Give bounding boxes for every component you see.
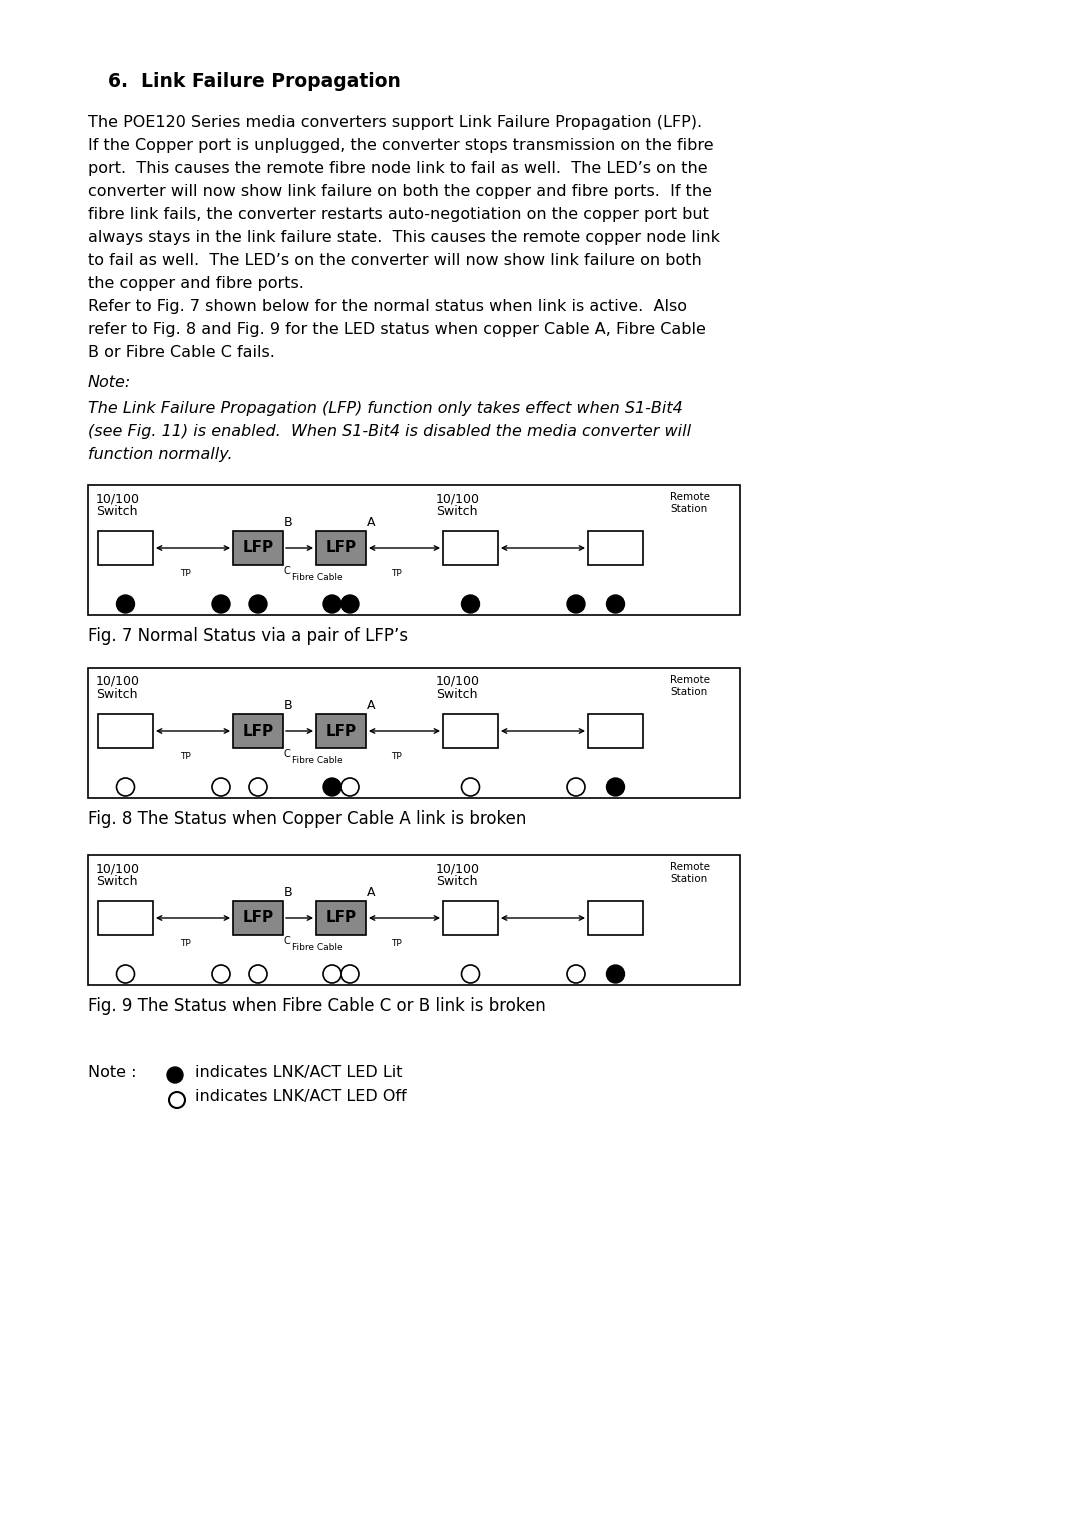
Text: to fail as well.  The LED’s on the converter will now show link failure on both: to fail as well. The LED’s on the conver…: [87, 254, 702, 267]
Bar: [316, 902, 366, 935]
Text: (see Fig. 11) is enabled.  When S1-Bit4 is disabled the media converter will: (see Fig. 11) is enabled. When S1-Bit4 i…: [87, 423, 691, 439]
Bar: [98, 902, 153, 935]
Text: Station: Station: [670, 874, 707, 885]
Circle shape: [461, 594, 480, 613]
Text: TP: TP: [179, 752, 190, 761]
Text: A: A: [367, 886, 376, 898]
Bar: [233, 714, 283, 749]
Bar: [87, 856, 740, 986]
Text: C: C: [284, 937, 291, 946]
Circle shape: [117, 594, 135, 613]
Text: TP: TP: [391, 752, 402, 761]
Text: Switch: Switch: [96, 876, 137, 888]
Text: Note :: Note :: [87, 1065, 141, 1080]
Bar: [443, 902, 498, 935]
Text: TP: TP: [179, 940, 190, 947]
Circle shape: [323, 778, 341, 796]
Circle shape: [607, 594, 624, 613]
Text: TP: TP: [391, 940, 402, 947]
Text: Fibre Cable: Fibre Cable: [292, 943, 342, 952]
Bar: [588, 532, 643, 565]
Bar: [87, 484, 740, 614]
Text: TP: TP: [391, 568, 402, 578]
Bar: [233, 532, 283, 565]
Text: 10/100: 10/100: [96, 862, 140, 876]
Text: Switch: Switch: [436, 688, 477, 701]
Circle shape: [607, 778, 624, 796]
Circle shape: [212, 594, 230, 613]
Text: TP: TP: [179, 568, 190, 578]
Text: LFP: LFP: [242, 541, 273, 556]
Text: Remote: Remote: [670, 862, 710, 872]
Text: Switch: Switch: [96, 504, 137, 518]
Text: Fig. 7 Normal Status via a pair of LFP’s: Fig. 7 Normal Status via a pair of LFP’s: [87, 626, 408, 645]
Text: port.  This causes the remote fibre node link to fail as well.  The LED’s on the: port. This causes the remote fibre node …: [87, 160, 707, 176]
Text: LFP: LFP: [242, 911, 273, 926]
Text: refer to Fig. 8 and Fig. 9 for the LED status when copper Cable A, Fibre Cable: refer to Fig. 8 and Fig. 9 for the LED s…: [87, 322, 706, 338]
Bar: [588, 714, 643, 749]
Bar: [233, 902, 283, 935]
Text: C: C: [284, 565, 291, 576]
Text: The Link Failure Propagation (LFP) function only takes effect when S1-Bit4: The Link Failure Propagation (LFP) funct…: [87, 400, 683, 416]
Text: Station: Station: [670, 688, 707, 697]
Circle shape: [341, 594, 359, 613]
Text: Switch: Switch: [436, 876, 477, 888]
Bar: [98, 714, 153, 749]
Text: Refer to Fig. 7 shown below for the normal status when link is active.  Also: Refer to Fig. 7 shown below for the norm…: [87, 299, 687, 313]
Text: LFP: LFP: [325, 723, 356, 738]
Text: 10/100: 10/100: [96, 492, 140, 504]
Text: Switch: Switch: [96, 688, 137, 701]
Text: LFP: LFP: [242, 723, 273, 738]
Bar: [98, 532, 153, 565]
Text: Station: Station: [670, 504, 707, 513]
Circle shape: [567, 594, 585, 613]
Bar: [316, 532, 366, 565]
Text: A: A: [367, 698, 376, 712]
Text: The POE120 Series media converters support Link Failure Propagation (LFP).: The POE120 Series media converters suppo…: [87, 115, 702, 130]
Text: always stays in the link failure state.  This causes the remote copper node link: always stays in the link failure state. …: [87, 231, 720, 244]
Text: 10/100: 10/100: [96, 675, 140, 688]
Circle shape: [167, 1067, 183, 1083]
Circle shape: [607, 966, 624, 983]
Text: indicates LNK/ACT LED Lit: indicates LNK/ACT LED Lit: [195, 1065, 403, 1080]
Text: Remote: Remote: [670, 675, 710, 685]
Text: If the Copper port is unplugged, the converter stops transmission on the fibre: If the Copper port is unplugged, the con…: [87, 138, 714, 153]
Text: Fig. 9 The Status when Fibre Cable C or B link is broken: Fig. 9 The Status when Fibre Cable C or …: [87, 996, 545, 1015]
Text: B: B: [284, 516, 293, 529]
Text: Switch: Switch: [436, 504, 477, 518]
Text: Fibre Cable: Fibre Cable: [292, 573, 342, 582]
Bar: [443, 714, 498, 749]
Text: LFP: LFP: [325, 541, 356, 556]
Text: 10/100: 10/100: [436, 862, 480, 876]
Bar: [87, 668, 740, 798]
Circle shape: [249, 594, 267, 613]
Text: Fibre Cable: Fibre Cable: [292, 756, 342, 766]
Text: B or Fibre Cable C fails.: B or Fibre Cable C fails.: [87, 345, 275, 361]
Text: Note:: Note:: [87, 374, 132, 390]
Text: B: B: [284, 886, 293, 898]
Text: fibre link fails, the converter restarts auto-negotiation on the copper port but: fibre link fails, the converter restarts…: [87, 206, 708, 222]
Text: the copper and fibre ports.: the copper and fibre ports.: [87, 277, 303, 290]
Text: C: C: [284, 749, 291, 759]
Bar: [588, 902, 643, 935]
Text: Remote: Remote: [670, 492, 710, 503]
Text: A: A: [367, 516, 376, 529]
Text: 6.  Link Failure Propagation: 6. Link Failure Propagation: [108, 72, 401, 92]
Bar: [316, 714, 366, 749]
Text: 10/100: 10/100: [436, 675, 480, 688]
Bar: [443, 532, 498, 565]
Text: LFP: LFP: [325, 911, 356, 926]
Circle shape: [323, 594, 341, 613]
Text: indicates LNK/ACT LED Off: indicates LNK/ACT LED Off: [195, 1089, 407, 1105]
Text: Fig. 8 The Status when Copper Cable A link is broken: Fig. 8 The Status when Copper Cable A li…: [87, 810, 526, 828]
Text: function normally.: function normally.: [87, 448, 232, 461]
Text: 10/100: 10/100: [436, 492, 480, 504]
Text: B: B: [284, 698, 293, 712]
Text: converter will now show link failure on both the copper and fibre ports.  If the: converter will now show link failure on …: [87, 183, 712, 199]
